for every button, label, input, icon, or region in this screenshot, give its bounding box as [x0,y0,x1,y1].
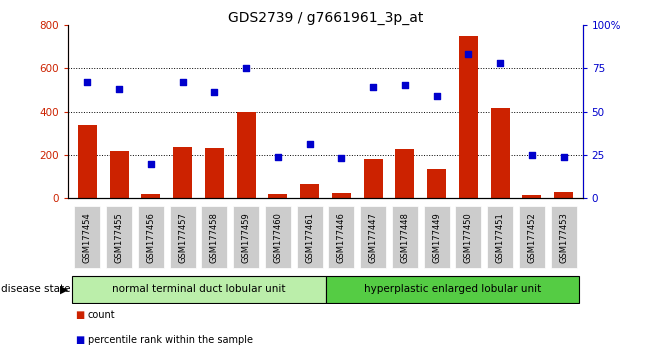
Point [146,161,156,166]
FancyBboxPatch shape [360,206,386,268]
FancyBboxPatch shape [487,206,513,268]
Point [336,155,346,161]
Bar [522,195,542,198]
Point [114,86,124,92]
Point [241,65,251,71]
Text: disease state: disease state [1,284,71,295]
Text: GSM177458: GSM177458 [210,212,219,263]
Point [559,154,569,159]
Bar [364,159,383,198]
Text: normal terminal duct lobular unit: normal terminal duct lobular unit [112,284,285,295]
FancyBboxPatch shape [297,206,323,268]
Text: GSM177461: GSM177461 [305,212,314,263]
Bar [332,193,351,198]
Point [82,79,92,85]
Point [527,152,537,158]
FancyBboxPatch shape [519,206,545,268]
FancyBboxPatch shape [201,206,227,268]
Text: GSM177449: GSM177449 [432,212,441,263]
Bar [205,148,224,198]
Text: GSM177451: GSM177451 [495,212,505,263]
Text: hyperplastic enlarged lobular unit: hyperplastic enlarged lobular unit [364,284,541,295]
FancyBboxPatch shape [72,276,326,303]
Text: ▶: ▶ [59,284,68,295]
Bar [268,194,287,198]
Point [463,51,473,57]
Bar [300,184,319,198]
Text: GSM177448: GSM177448 [400,212,409,263]
Text: GSM177447: GSM177447 [368,212,378,263]
Text: GSM177454: GSM177454 [83,212,92,263]
FancyBboxPatch shape [328,206,354,268]
Text: GSM177460: GSM177460 [273,212,283,263]
Text: GSM177459: GSM177459 [242,212,251,263]
Text: GSM177450: GSM177450 [464,212,473,263]
Bar [459,36,478,198]
Bar [491,108,510,198]
Bar [395,149,415,198]
Bar [141,194,160,198]
Text: GSM177452: GSM177452 [527,212,536,263]
Text: GSM177453: GSM177453 [559,212,568,263]
Text: ■: ■ [75,310,84,320]
Bar [427,169,446,198]
Bar [236,112,256,198]
FancyBboxPatch shape [106,206,132,268]
Text: GSM177456: GSM177456 [146,212,156,263]
Point [400,82,410,88]
Text: count: count [88,310,115,320]
Point [273,154,283,159]
Point [368,84,378,90]
Text: GDS2739 / g7661961_3p_at: GDS2739 / g7661961_3p_at [228,11,423,25]
Bar [554,192,573,198]
Text: GSM177457: GSM177457 [178,212,187,263]
Bar [173,147,192,198]
Point [495,60,505,66]
FancyBboxPatch shape [74,206,100,268]
FancyBboxPatch shape [424,206,450,268]
Point [178,79,188,85]
FancyBboxPatch shape [392,206,418,268]
FancyBboxPatch shape [455,206,481,268]
Bar [78,125,97,198]
FancyBboxPatch shape [233,206,259,268]
Text: percentile rank within the sample: percentile rank within the sample [88,335,253,344]
FancyBboxPatch shape [170,206,196,268]
Text: GSM177455: GSM177455 [115,212,124,263]
Bar [109,150,129,198]
FancyBboxPatch shape [138,206,164,268]
FancyBboxPatch shape [326,276,579,303]
Point [432,93,442,99]
Point [209,90,219,95]
Text: GSM177446: GSM177446 [337,212,346,263]
FancyBboxPatch shape [265,206,291,268]
FancyBboxPatch shape [551,206,577,268]
Point [305,142,315,147]
Text: ■: ■ [75,335,84,344]
